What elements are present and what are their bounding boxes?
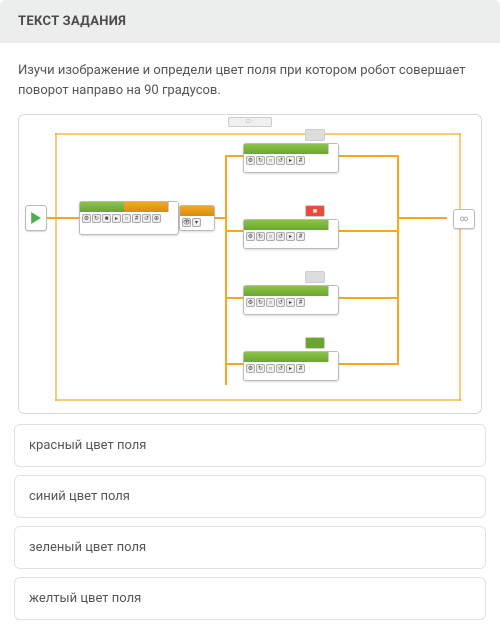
case-tab-2: ■ [305, 205, 325, 217]
block-params: ⚙↻○↺▸# [244, 230, 338, 243]
question-text: Изучи изображение и определи цвет поля п… [18, 61, 482, 100]
wire [339, 230, 399, 232]
wire [339, 363, 399, 365]
task-header: ТЕКСТ ЗАДАНИЯ [0, 0, 500, 43]
wire [225, 363, 245, 365]
play-icon [30, 212, 42, 224]
block-params: ⚙↻○↺▸# [244, 296, 338, 309]
case-tab-1 [305, 129, 325, 141]
wire [397, 155, 399, 365]
end-block: ∞ [453, 209, 475, 229]
branch-block-3: ⚙↻○↺▸# [243, 285, 339, 315]
branch-block-2: ⚙↻○↺▸# [243, 219, 339, 249]
block-params: 👁▾ [180, 216, 214, 229]
wire [339, 297, 399, 299]
option-3[interactable]: зеленый цвет поля [14, 526, 486, 569]
wire [225, 155, 245, 157]
block-header [244, 220, 338, 230]
block-header [80, 202, 178, 212]
block-params: ⚙↻○↺▸# [244, 362, 338, 375]
task-header-title: ТЕКСТ ЗАДАНИЯ [18, 14, 482, 29]
case-tab-3 [305, 271, 325, 283]
wire [55, 399, 461, 401]
wire [225, 230, 245, 232]
block-header [244, 144, 338, 154]
question-body: Изучи изображение и определи цвет поля п… [0, 43, 500, 424]
wire [55, 133, 57, 401]
start-block [25, 205, 47, 231]
option-1[interactable]: красный цвет поля [14, 424, 486, 467]
case-tab-4 [305, 337, 325, 349]
diagram-top-tab: □ · [228, 117, 272, 127]
block-header [244, 352, 338, 362]
branch-block-4: ⚙↻○↺▸# [243, 351, 339, 381]
main-block: ⚙↻■▸○#↺⊕ [79, 201, 179, 235]
block-params: ⚙↻■▸○#↺⊕ [80, 212, 178, 225]
wire [459, 133, 461, 401]
block-header [244, 286, 338, 296]
option-2[interactable]: синий цвет поля [14, 475, 486, 518]
ev3-diagram: □ · ⚙↻■▸○#↺⊕ [18, 114, 482, 414]
block-header [180, 206, 214, 216]
wire [225, 297, 245, 299]
wire [397, 217, 447, 219]
wire [55, 133, 461, 135]
switch-sensor-block: 👁▾ [179, 205, 215, 231]
wire [225, 155, 227, 385]
wire [339, 155, 399, 157]
option-4[interactable]: желтый цвет поля [14, 577, 486, 620]
block-params: ⚙↻○↺▸# [244, 154, 338, 167]
branch-block-1: ⚙↻○↺▸# [243, 143, 339, 173]
answer-options: красный цвет поля синий цвет поля зелены… [0, 424, 500, 642]
